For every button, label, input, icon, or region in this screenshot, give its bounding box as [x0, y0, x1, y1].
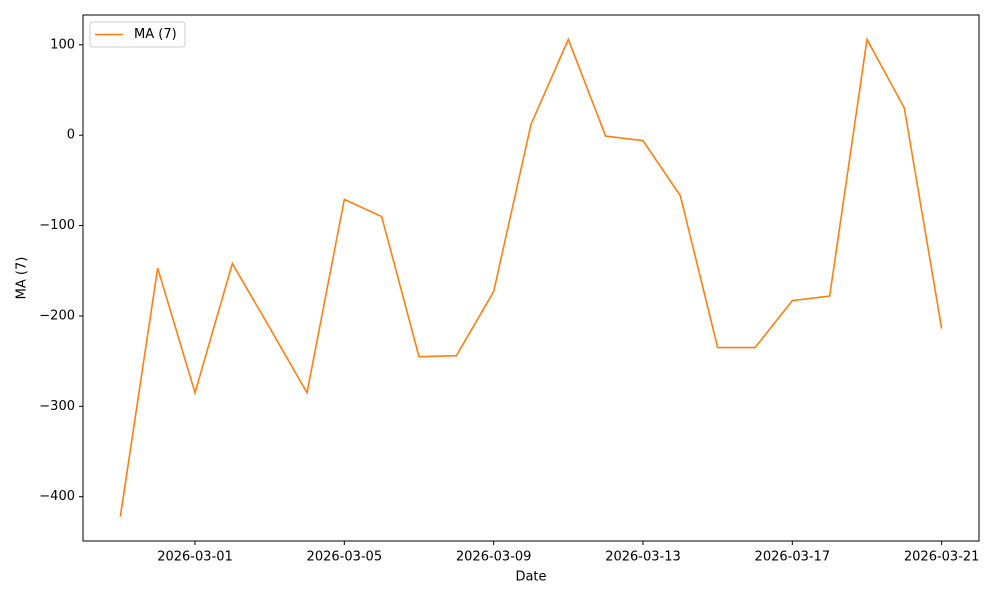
x-tick-label: 2026-03-09 — [456, 550, 532, 565]
y-tick-label: 100 — [50, 37, 75, 52]
x-axis-label: Date — [515, 570, 546, 585]
legend: MA (7) — [89, 21, 186, 48]
x-tick-label: 2026-03-13 — [605, 550, 681, 565]
y-axis-label: MA (7) — [15, 257, 30, 300]
x-tick-label: 2026-03-05 — [307, 550, 383, 565]
y-tick-label: −100 — [39, 218, 75, 233]
x-tick-label: 2026-03-21 — [904, 550, 980, 565]
y-tick-label: 0 — [67, 128, 75, 143]
y-tick-label: −300 — [39, 399, 75, 414]
legend-box — [89, 21, 186, 48]
plot-frame — [82, 14, 980, 542]
x-tick-label: 2026-03-17 — [755, 550, 831, 565]
line-series — [119, 36, 943, 517]
x-tick-label: 2026-03-01 — [157, 550, 233, 565]
y-tick-label: −200 — [39, 308, 75, 323]
y-tick-label: −400 — [39, 489, 75, 504]
legend-label: MA (7) — [134, 27, 177, 42]
